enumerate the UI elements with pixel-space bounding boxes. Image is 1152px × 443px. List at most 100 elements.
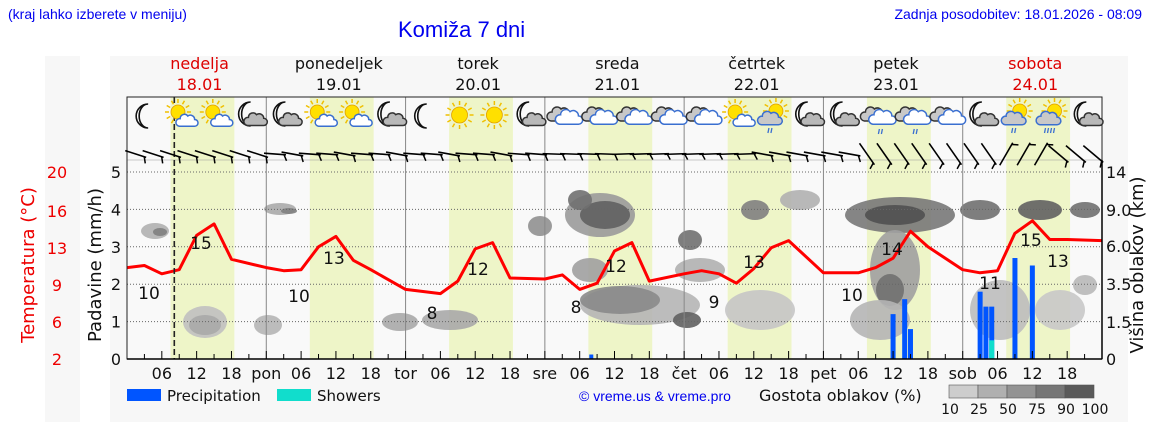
- cloud-height-axis-label: Višina oblakov (km): [1127, 176, 1148, 353]
- cloud-density-area: [1073, 275, 1097, 295]
- wind-barb-icon: [1065, 145, 1087, 168]
- precipitation-legend-swatch: [127, 389, 161, 401]
- cloud-height-tick-label: 14: [1106, 163, 1126, 182]
- wind-barb-icon: [525, 152, 549, 162]
- wind-barb-icon: [963, 142, 980, 170]
- wind-barb-icon: [124, 149, 147, 164]
- location-hint: (kraj lahko izberete v meniju): [8, 6, 187, 22]
- precipitation-bar: [890, 314, 896, 359]
- cloudy-icon: [581, 106, 619, 125]
- precipitation-bar: [1029, 265, 1035, 359]
- copyright-link[interactable]: © vreme.us & vreme.pro: [579, 388, 731, 404]
- x-tick-label: tor: [394, 364, 417, 383]
- temp-max-label: 15: [1020, 231, 1042, 251]
- sun-cloud-rain-heavy-icon: [1035, 98, 1068, 134]
- cloud-density-area: [153, 228, 167, 236]
- day-name: petek: [873, 54, 919, 73]
- x-tick-label: 12: [604, 364, 624, 383]
- x-tick-label: 18: [639, 364, 659, 383]
- wind-barb-icon: [159, 149, 182, 164]
- cloud-density-label: Gostota oblakov (%): [759, 386, 922, 405]
- wind-barb-icon: [212, 149, 234, 164]
- x-tick-label: 12: [465, 364, 485, 383]
- wind-barb-icon: [751, 151, 774, 163]
- sun-cloud-icon: [722, 99, 756, 127]
- moon-cloud-icon: [237, 101, 269, 127]
- x-tick-label: čet: [672, 364, 697, 383]
- wind-barb-icon: [734, 152, 758, 160]
- temp-min-label: 10: [288, 287, 310, 307]
- cloud-density-area: [528, 216, 552, 236]
- x-tick-label: sre: [533, 364, 557, 383]
- temp-tick-label: 9: [52, 276, 62, 295]
- wind-barb-icon: [1048, 145, 1069, 168]
- wind-barb-icon: [142, 149, 164, 164]
- temp-min-label: 8: [571, 298, 582, 318]
- temp-max-label: 13: [323, 249, 345, 269]
- wind-barb-icon: [420, 152, 444, 162]
- cloud-density-area: [189, 315, 221, 335]
- showers-legend-swatch: [277, 389, 311, 401]
- x-tick-label: 18: [778, 364, 798, 383]
- page-title: Komiža 7 dni: [398, 17, 526, 42]
- wind-barb-icon: [472, 152, 497, 162]
- temp-min-label: 11: [979, 274, 1001, 294]
- temp-max-label: 14: [881, 240, 903, 260]
- cloud-density-tick: 25: [970, 402, 988, 418]
- precipitation-legend-label: Precipitation: [167, 387, 261, 405]
- cloud-density-swatch: [1064, 384, 1095, 399]
- precip-tick-label: 1: [111, 313, 121, 332]
- temp-min-label: 10: [841, 286, 863, 306]
- wind-barb-icon: [281, 151, 304, 163]
- cloud-density-area: [673, 312, 701, 328]
- day-date: 24.01: [1012, 75, 1058, 94]
- day-date: 23.01: [873, 75, 919, 94]
- wind-barb-icon: [1033, 142, 1054, 166]
- precipitation-bar: [989, 306, 995, 359]
- day-name: nedelja: [170, 54, 229, 73]
- wind-barb-icon: [999, 142, 1019, 166]
- wind-barb-icon: [786, 151, 809, 163]
- wind-barb-icon: [333, 151, 357, 163]
- x-tick-label: 06: [709, 364, 729, 383]
- cloud-density-area: [1035, 290, 1085, 330]
- wind-barb-icon: [838, 151, 862, 163]
- temp-tick-label: 20: [47, 163, 67, 182]
- temp-axis-label: Temperatura (°C): [18, 187, 39, 344]
- x-tick-label: 12: [1022, 364, 1042, 383]
- x-tick-label: 06: [848, 364, 868, 383]
- x-tick-label: 12: [883, 364, 903, 383]
- wind-barb-icon: [194, 149, 217, 164]
- cloud-density-area: [725, 290, 795, 330]
- cloud-density-area: [254, 315, 282, 335]
- precip-tick-label: 5: [111, 163, 121, 182]
- x-tick-label: 06: [569, 364, 589, 383]
- precipitation-bar: [589, 354, 594, 359]
- cloud-density-swatch: [1006, 384, 1037, 399]
- x-tick-label: pet: [810, 364, 836, 383]
- wind-barb-icon: [246, 149, 269, 164]
- sun-cloud-icon: [199, 99, 234, 127]
- temp-min-label: 10: [138, 284, 160, 304]
- cloudy-icon: [685, 106, 723, 125]
- day-name: četrtek: [728, 54, 786, 73]
- sun-cloud-rain-icon: [1000, 98, 1033, 134]
- x-tick-label: 18: [361, 364, 381, 383]
- temp-label: 13: [1047, 252, 1069, 272]
- day-date: 22.01: [734, 75, 780, 94]
- wind-barb-icon: [858, 142, 876, 170]
- wind-barb-icon: [911, 142, 928, 170]
- wind-barb-icon: [1016, 142, 1036, 166]
- sun-cloud-icon: [339, 99, 373, 127]
- wind-barb-icon: [177, 149, 199, 164]
- cloud-density-swatch: [1035, 384, 1066, 399]
- wind-barb-icon: [876, 142, 893, 170]
- wind-barb-icon: [507, 152, 531, 162]
- wind-barb-icon: [368, 152, 392, 162]
- cloud-height-tick-label: 9.0: [1106, 201, 1131, 220]
- daylight-band: [309, 97, 374, 359]
- precipitation-bar: [977, 291, 983, 359]
- cloud-density-area: [580, 286, 660, 314]
- wind-barb-icon: [385, 151, 409, 163]
